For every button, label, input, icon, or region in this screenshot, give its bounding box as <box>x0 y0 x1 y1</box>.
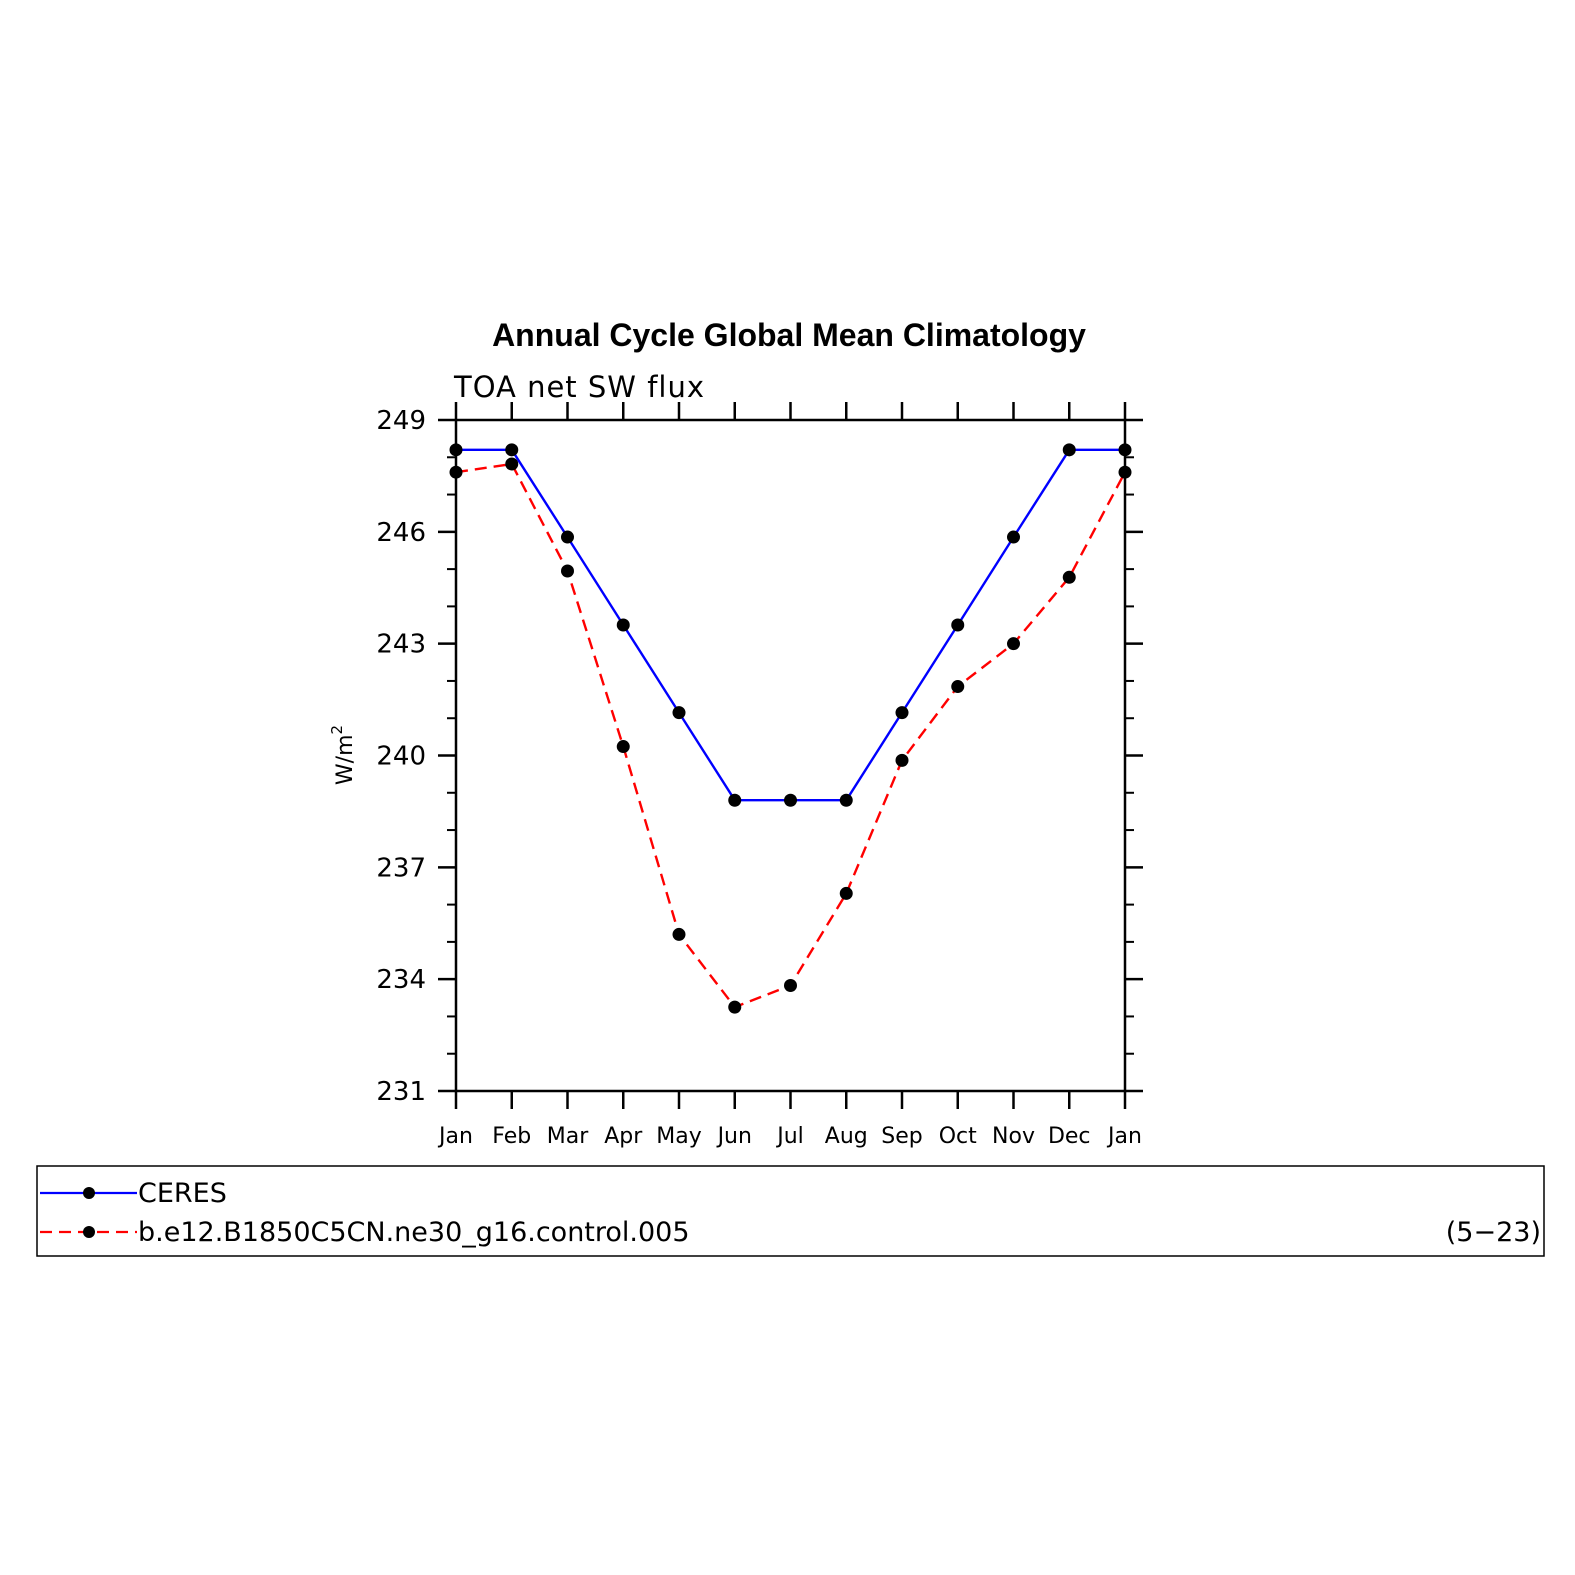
series-1-point <box>784 979 797 993</box>
x-tick-label: May <box>656 1124 701 1149</box>
series-0-point <box>951 618 965 632</box>
series-points <box>449 443 1132 1014</box>
series-0-point <box>895 706 909 720</box>
y-tick-label: 234 <box>376 965 426 995</box>
series-1-point <box>1007 637 1020 651</box>
series-1-point <box>616 740 630 754</box>
x-tick-label: Nov <box>992 1124 1035 1149</box>
series-1-point <box>505 457 519 471</box>
series-0-point <box>561 530 574 544</box>
series-0-point <box>1062 443 1076 457</box>
series-0-point <box>616 618 630 632</box>
svg-text:W/m2: W/m2 <box>328 725 358 785</box>
series-1-point <box>951 680 965 694</box>
series-line-1 <box>455 462 1127 1009</box>
series-1-point <box>1118 465 1132 479</box>
series-0-point <box>1007 530 1020 544</box>
x-tick-label: Jan <box>1106 1124 1142 1149</box>
series-0-point <box>784 793 797 807</box>
x-tick-label: Dec <box>1048 1124 1091 1149</box>
x-tick-label: Jun <box>716 1124 752 1149</box>
x-tick-label: Aug <box>825 1124 868 1149</box>
x-tick-label: Sep <box>881 1124 922 1149</box>
y-axis-label: W/m2 <box>328 725 358 785</box>
series-0-point <box>839 793 853 807</box>
series-0-point <box>672 706 686 720</box>
x-tick-label: Jan <box>437 1124 473 1149</box>
series-1-point <box>561 564 574 578</box>
y-axis-label-superscript: 2 <box>328 725 346 735</box>
legend-box <box>36 1165 1545 1257</box>
legend: CERES b.e12.B1850C5CN.ne30_g16.control.0… <box>36 1165 1545 1257</box>
y-tick-label: 231 <box>376 1077 426 1107</box>
x-tick-label: Oct <box>939 1124 977 1149</box>
y-tick-label: 249 <box>376 406 426 436</box>
series-0-point <box>728 793 742 807</box>
x-tick-label: Apr <box>604 1124 643 1149</box>
series-1-point <box>728 1000 742 1014</box>
x-tick-label: Feb <box>492 1124 531 1149</box>
series-0-point <box>449 443 463 457</box>
legend-label-ceres: CERES <box>138 1178 227 1209</box>
series-1-point <box>672 927 686 941</box>
chart-subtitle: TOA net SW flux <box>453 370 705 404</box>
series-0-point <box>1118 443 1132 457</box>
series-lines <box>455 448 1127 1009</box>
legend-marker-ceres <box>83 1187 95 1199</box>
y-tick-label: 243 <box>376 630 426 660</box>
x-axis-ticks: Jan Feb Mar Apr May Jun Jul Aug Sep Oct Nov Dec Jan <box>437 402 1142 1149</box>
series-1-point <box>1062 570 1076 584</box>
legend-marker-model <box>83 1226 95 1238</box>
x-tick-label: Jul <box>775 1124 804 1149</box>
x-tick-label: Mar <box>547 1124 589 1149</box>
y-axis-label-text: W/m <box>333 734 358 785</box>
series-line-0 <box>456 448 1125 802</box>
y-tick-label: 240 <box>376 742 426 772</box>
y-axis-ticks: 249 246 243 240 237 234 231 <box>376 406 1143 1107</box>
series-1-point <box>449 465 463 479</box>
y-tick-label: 246 <box>376 518 426 548</box>
y-tick-label: 237 <box>376 853 426 883</box>
legend-label-model: b.e12.B1850C5CN.ne30_g16.control.005 <box>138 1217 690 1248</box>
series-0-point <box>505 443 519 457</box>
series-1-point <box>895 753 909 767</box>
legend-range-note: (5−23) <box>1446 1217 1541 1248</box>
chart-title: Annual Cycle Global Mean Climatology <box>492 317 1086 353</box>
series-1-point <box>839 886 853 900</box>
